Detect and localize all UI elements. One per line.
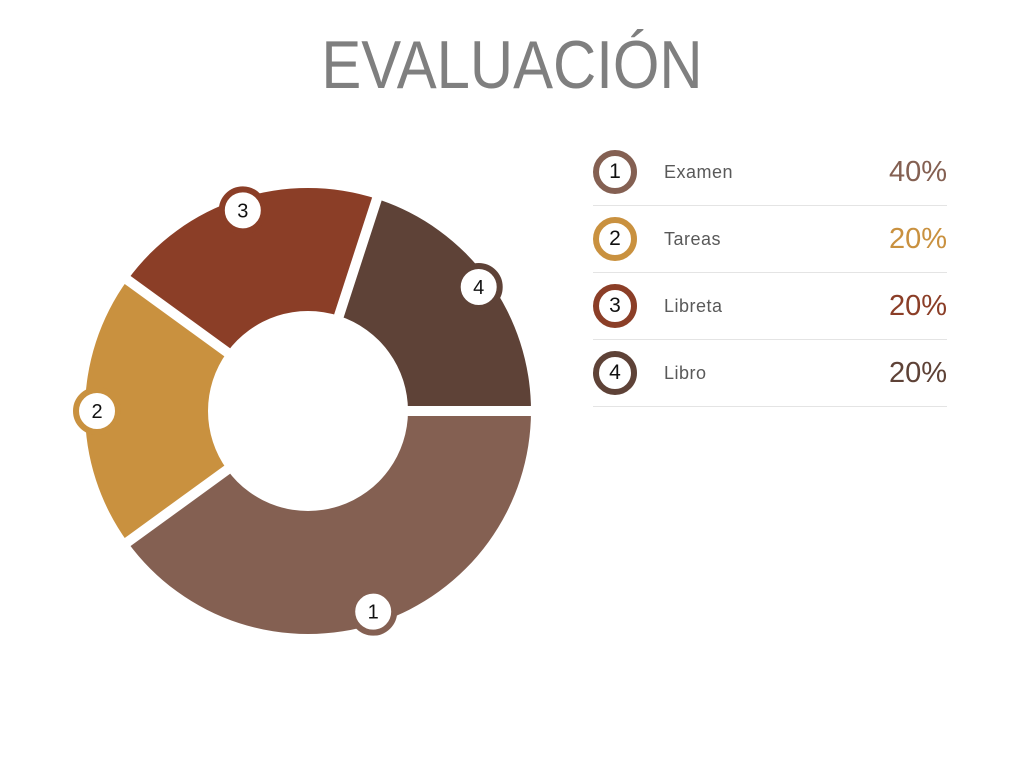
page-title: EVALUACIÓN	[321, 27, 703, 103]
legend-number: 4	[609, 361, 621, 384]
svg-text:3: 3	[237, 200, 248, 222]
legend-number: 2	[609, 227, 621, 250]
legend-value: 20%	[888, 289, 947, 322]
legend-number: 1	[609, 160, 621, 183]
svg-text:4: 4	[473, 277, 484, 299]
pie-segment-examen	[127, 411, 531, 635]
pie-segment-libreta	[127, 187, 377, 353]
legend: 1 Examen 40% 2 Tareas 20% 3 Libreta 20% …	[593, 139, 947, 407]
pie-segment-tareas	[84, 279, 228, 543]
legend-label: Tareas	[664, 228, 722, 249]
legend-row-libreta: 3 Libreta 20%	[593, 273, 947, 340]
segment-divider	[112, 406, 311, 555]
segment-divider	[112, 267, 311, 416]
legend-number-badge-3: 3	[593, 284, 637, 328]
legend-number: 3	[609, 294, 621, 317]
svg-text:1: 1	[368, 602, 379, 624]
segment-badge-2: 2	[73, 387, 121, 435]
segment-badge-1: 1	[349, 587, 398, 636]
svg-text:2: 2	[91, 401, 102, 423]
legend-label: Libro	[664, 362, 707, 383]
legend-value: 20%	[888, 222, 947, 255]
pie-segment-libro	[338, 198, 531, 411]
legend-number-badge-2: 2	[593, 217, 637, 261]
legend-label: Examen	[664, 161, 734, 182]
segment-divider	[303, 183, 387, 413]
legend-row-libro: 4 Libro 20%	[593, 340, 947, 407]
segment-badge-4: 4	[454, 262, 503, 311]
legend-value: 20%	[888, 356, 947, 389]
legend-label: Libreta	[664, 295, 723, 316]
legend-row-examen: 1 Examen 40%	[593, 139, 947, 206]
legend-number-badge-4: 4	[593, 351, 637, 395]
legend-row-tareas: 2 Tareas 20%	[593, 206, 947, 273]
legend-number-badge-1: 1	[593, 150, 637, 194]
legend-value: 40%	[888, 155, 947, 188]
segment-badge-3: 3	[218, 186, 267, 235]
